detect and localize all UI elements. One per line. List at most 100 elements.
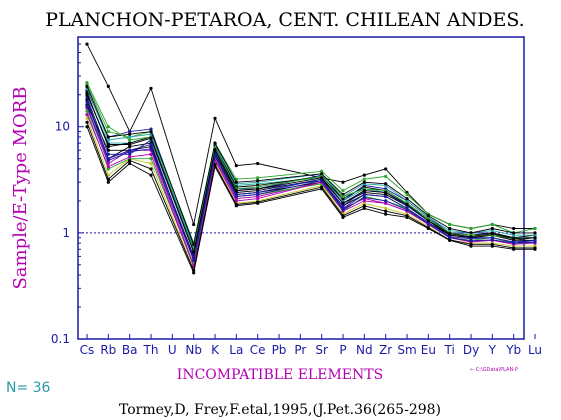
x-tick-label-pr: Pr [294, 343, 306, 357]
data-point [384, 167, 388, 171]
data-point [234, 194, 238, 199]
data-point [106, 167, 110, 171]
data-point [448, 232, 452, 236]
data-point [106, 177, 110, 181]
data-point [128, 150, 132, 154]
data-point [384, 174, 388, 179]
data-point [106, 180, 110, 184]
x-axis-label: INCOMPATIBLE ELEMENTS [177, 367, 383, 383]
data-point [106, 142, 110, 147]
data-point [384, 199, 388, 203]
data-point [256, 161, 260, 166]
data-point [490, 232, 494, 236]
data-point [85, 113, 89, 117]
data-point [512, 233, 516, 237]
data-point [149, 161, 153, 166]
data-point [85, 125, 89, 129]
data-point [384, 209, 388, 213]
data-point [469, 226, 473, 231]
citation: Tormey,D, Frey,F.etal,1995,(J.Pet.36(265… [119, 402, 441, 418]
data-point [192, 222, 196, 227]
data-point [106, 138, 110, 142]
data-point [256, 176, 260, 180]
data-point [384, 206, 388, 210]
data-point [362, 206, 366, 210]
data-point [426, 219, 430, 223]
data-point [341, 201, 345, 205]
data-point [533, 246, 537, 250]
data-point [234, 202, 238, 207]
x-tick-label-ba: Ba [122, 343, 138, 357]
x-tick-label-lu: Lu [528, 343, 542, 357]
x-tick-label-nd: Nd [356, 343, 373, 357]
data-point [149, 86, 153, 90]
series-line [86, 90, 535, 248]
series-line [86, 88, 535, 250]
data-point [149, 136, 153, 140]
x-tick-label-ti: Ti [444, 343, 455, 357]
data-point [106, 135, 110, 139]
data-point [149, 142, 153, 147]
y-tick-label: 1 [62, 226, 70, 240]
x-tick-label-u: U [168, 343, 177, 357]
data-point [128, 129, 132, 134]
x-tick-label-rb: Rb [100, 343, 116, 357]
data-point [490, 242, 494, 246]
series-line [86, 94, 536, 254]
data-point [85, 84, 89, 88]
x-tick-label-y: Y [488, 343, 497, 357]
data-point [256, 200, 260, 204]
data-point [490, 238, 494, 242]
data-point [362, 189, 366, 193]
data-point [149, 173, 153, 177]
data-point [213, 154, 217, 158]
data-point [128, 158, 132, 163]
y-tick-label: 10 [55, 120, 70, 134]
data-point [448, 236, 452, 240]
data-point [362, 192, 366, 197]
data-point [85, 100, 89, 104]
data-point [448, 222, 452, 227]
data-point [320, 169, 324, 173]
data-point [256, 187, 260, 191]
data-point [362, 199, 366, 203]
data-point [128, 138, 132, 142]
data-point [320, 179, 324, 183]
data-point [106, 158, 110, 163]
data-point [405, 214, 409, 218]
data-point [234, 189, 238, 193]
data-point [106, 165, 110, 169]
data-point [469, 231, 473, 235]
data-point [213, 141, 217, 145]
x-tick-label-sr: Sr [315, 343, 328, 357]
x-tick-label-ce: Ce [250, 343, 266, 357]
data-point [362, 180, 366, 184]
data-point [149, 152, 153, 156]
x-axis-ticks: Cs Rb Ba Th U Nb K La Ce Pb Pr Sr P Nd Zr Sm Eu Ti Dy Y Yb Lu [80, 334, 542, 357]
data-point [213, 162, 217, 167]
data-point [85, 104, 89, 109]
data-point [128, 152, 132, 156]
x-tick-label-yb: Yb [505, 343, 521, 357]
data-point [426, 226, 430, 230]
data-point [128, 161, 132, 166]
data-point [106, 125, 110, 129]
data-point [384, 212, 388, 216]
data-point [234, 164, 238, 168]
data-point [192, 250, 196, 254]
data-point [106, 84, 110, 88]
plot-frame [77, 36, 525, 340]
x-tick-label-th: Th [143, 343, 159, 357]
data-point [362, 201, 366, 205]
data-point [512, 226, 516, 231]
chart-title: PLANCHON-PETAROA, CENT. CHILEAN ANDES. [45, 9, 524, 31]
x-tick-label-cs: Cs [80, 343, 95, 357]
data-point [362, 204, 366, 208]
data-point [85, 42, 89, 46]
data-point [128, 135, 132, 139]
data-point [405, 197, 409, 201]
data-point [533, 231, 537, 235]
data-point [469, 239, 473, 243]
x-tick-label-zr: Zr [379, 343, 392, 357]
data-point [490, 226, 494, 231]
